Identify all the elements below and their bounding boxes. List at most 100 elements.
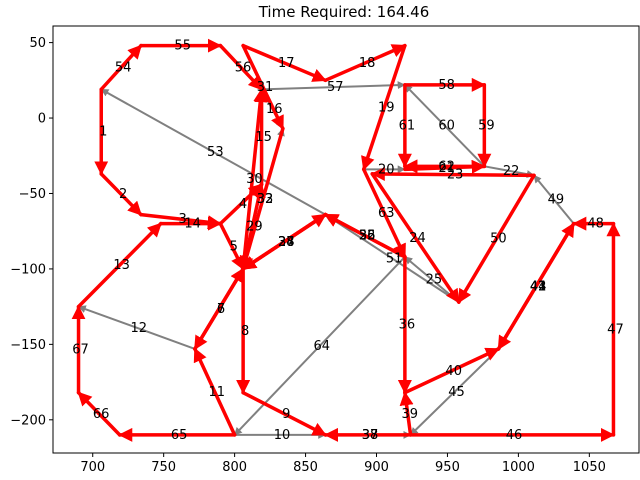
edge-arrow — [361, 43, 407, 172]
edge-label: 56 — [235, 60, 252, 75]
edge-arrow — [399, 390, 414, 437]
edge-arrow — [324, 213, 460, 304]
edge-label: 65 — [171, 428, 188, 443]
edge-arrow — [241, 212, 328, 271]
edge-label: 15 — [255, 130, 272, 145]
edge-label: 64 — [313, 339, 330, 354]
edge-arrow — [260, 81, 406, 91]
edge-label: 16 — [266, 102, 283, 117]
edge-label: 38 — [362, 428, 379, 443]
edge-label: 31 — [257, 80, 274, 95]
edge-label: 24 — [409, 231, 426, 246]
plot-area — [52, 25, 640, 454]
edge-label: 33 — [257, 192, 274, 207]
edge-label: 27 — [278, 235, 295, 250]
x-tick-label: 700 — [80, 460, 105, 475]
edge-label: 18 — [359, 56, 376, 71]
edge-arrow — [457, 173, 536, 304]
edge-label: 11 — [208, 385, 225, 400]
edge-arrow — [76, 390, 122, 437]
y-tick-label: 50 — [29, 36, 46, 51]
edge-label: 59 — [478, 119, 495, 134]
edge-label: 22 — [503, 164, 520, 179]
edge-arrow — [218, 43, 264, 92]
y-axis: 50 0 −50 −100 −150 −200 — [10, 36, 53, 428]
y-tick-label: −100 — [10, 262, 46, 277]
edge-arrow — [233, 255, 406, 436]
edge-label: 53 — [207, 145, 224, 160]
edge-label: 45 — [448, 385, 465, 400]
edge-label: 23 — [447, 168, 464, 183]
edge-label: 2 — [119, 187, 127, 202]
edge-label: 17 — [278, 56, 295, 71]
edge-label: 46 — [506, 428, 523, 443]
edge-label: 1 — [99, 125, 107, 140]
edge-label: 44 — [530, 279, 547, 294]
edge-label: 3 — [179, 212, 187, 227]
edge-arrow — [361, 167, 407, 259]
x-tick-label: 750 — [151, 460, 176, 475]
edge-arrow — [370, 166, 536, 181]
edge-arrow — [323, 43, 407, 83]
edge-label: 43 — [530, 279, 547, 294]
edge-label: 66 — [93, 407, 110, 422]
edge-arrow — [76, 221, 163, 309]
x-tick-label: 850 — [293, 460, 318, 475]
edge-arrow — [241, 87, 268, 271]
edge-label: 12 — [130, 321, 147, 336]
edge-label: 60 — [438, 119, 455, 134]
edge-label: 58 — [438, 78, 455, 93]
edge-arrow — [239, 126, 285, 271]
edge-label: 36 — [399, 318, 416, 333]
edge-arrow — [77, 305, 196, 350]
edge-label: 7 — [217, 302, 225, 317]
edge-arrow — [99, 43, 143, 92]
y-tick-label: 0 — [38, 112, 46, 127]
edge-label: 39 — [401, 407, 418, 422]
edge-label: 35 — [359, 229, 376, 244]
y-tick-label: −150 — [10, 338, 46, 353]
x-axis: 700 750 800 850 900 950 1000 1050 — [80, 453, 606, 475]
edge-label: 19 — [378, 100, 395, 115]
edge-arrow — [409, 347, 500, 436]
edge-label: 40 — [445, 364, 462, 379]
edge-label: 29 — [246, 220, 263, 235]
chart-title: Time Required: 164.46 — [258, 3, 430, 21]
edge-arrow — [193, 347, 237, 437]
edge-label: 6 — [217, 302, 225, 317]
edge-label: 49 — [548, 193, 565, 208]
x-tick-label: 950 — [435, 460, 460, 475]
edge-label: 51 — [386, 251, 403, 266]
x-tick-label: 1050 — [573, 460, 606, 475]
x-tick-label: 800 — [222, 460, 247, 475]
edge-arrow — [323, 212, 407, 259]
edge-label: 28 — [278, 235, 295, 250]
edge-label: 37 — [362, 428, 379, 443]
edge-arrow — [100, 88, 327, 216]
edge-label: 54 — [115, 60, 132, 75]
edge-label: 8 — [241, 324, 249, 339]
edge-label: 47 — [607, 322, 624, 337]
edge-label: 20 — [378, 162, 395, 177]
edge-label: 34 — [278, 235, 295, 250]
x-tick-label: 1000 — [502, 460, 535, 475]
edge-label: 25 — [426, 272, 443, 287]
edge-label: 63 — [378, 206, 395, 221]
edge-layer — [71, 38, 621, 442]
edge-arrow — [193, 267, 245, 351]
edge-label: 14 — [184, 217, 201, 232]
x-tick-label: 900 — [364, 460, 389, 475]
edge-label: 62 — [438, 159, 455, 174]
edge-arrow — [218, 221, 245, 271]
edge-label: 4 — [239, 197, 247, 212]
edge-label: 9 — [282, 407, 290, 422]
edge-label: 52 — [359, 229, 376, 244]
edge-label: 30 — [246, 172, 263, 187]
edge-arrow — [496, 221, 576, 351]
edge-arrow — [99, 172, 143, 217]
edge-label: 5 — [230, 239, 238, 254]
edge-label: 26 — [359, 229, 376, 244]
edge-label: 21 — [438, 161, 455, 176]
edge-label: 10 — [274, 428, 291, 443]
